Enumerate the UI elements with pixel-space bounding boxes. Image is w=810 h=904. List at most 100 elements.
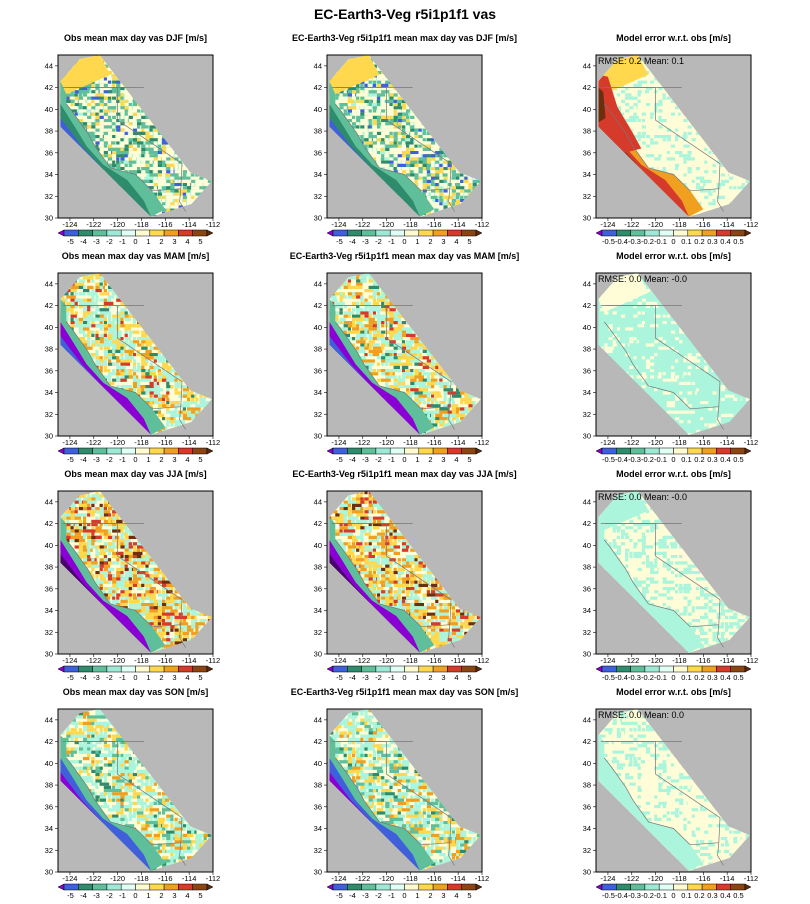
field-cell: [658, 164, 661, 167]
field-cell: [646, 161, 656, 164]
y-tick-label: 34: [45, 170, 53, 179]
map-panel: -124-122-120-118-116-114-112444240383634…: [58, 55, 213, 218]
field-cell: [116, 161, 119, 164]
field-cell: [435, 199, 438, 202]
field-cell: [369, 151, 379, 154]
field-cell: [671, 148, 674, 151]
field-cell: [621, 93, 624, 96]
field-cell: [642, 135, 645, 138]
field-cell: [369, 81, 372, 84]
field-cell: [704, 148, 707, 151]
field-cell: [133, 157, 136, 160]
field-cell: [460, 189, 463, 192]
field-cell: [137, 138, 140, 141]
field-cell: [364, 125, 367, 128]
field-cell: [675, 138, 678, 141]
field-cell: [175, 193, 178, 196]
field-cell: [360, 90, 363, 93]
colorbar-label: -2: [375, 237, 382, 246]
colorbar-swatch: [362, 230, 376, 236]
field-cell: [427, 186, 430, 189]
field-cell: [414, 132, 417, 135]
field-cell: [137, 141, 143, 144]
field-cell: [191, 183, 194, 186]
field-cell: [663, 97, 666, 100]
field-cell: [700, 167, 710, 170]
field-cell: [352, 116, 355, 119]
field-cell: [654, 81, 657, 84]
field-cell: [683, 151, 686, 154]
field-cell: [175, 180, 178, 183]
field-cell: [642, 116, 645, 119]
field-cell: [663, 93, 666, 96]
colorbar-label: 4: [185, 237, 189, 246]
field-cell: [650, 97, 653, 100]
field-cell: [162, 173, 165, 176]
field-cell: [150, 132, 153, 135]
field-cell: [104, 122, 107, 125]
field-cell: [427, 196, 430, 199]
field-cell: [137, 145, 140, 148]
field-cell: [154, 141, 157, 144]
field-cell: [187, 193, 190, 196]
field-cell: [427, 157, 430, 160]
field-cell: [137, 113, 140, 116]
field-cell: [394, 109, 397, 112]
field-cell: [464, 189, 470, 192]
field-cell: [377, 151, 380, 154]
field-cell: [410, 177, 413, 180]
colorbar-label: 3: [441, 237, 445, 246]
field-cell: [158, 196, 161, 199]
field-cell: [439, 196, 442, 199]
field-cell: [377, 100, 380, 103]
field-cell: [377, 113, 380, 116]
field-cell: [654, 141, 657, 144]
field-cell: [150, 164, 153, 167]
field-cell: [642, 90, 645, 93]
field-cell: [75, 100, 78, 103]
field-cell: [658, 113, 661, 116]
x-tick-label: -112: [206, 220, 220, 229]
field-cell: [406, 148, 409, 151]
field-cell: [460, 177, 463, 180]
field-cell: [444, 180, 447, 183]
colorbar-min-arrow: [327, 230, 333, 236]
field-cell: [398, 164, 408, 167]
field-cell: [356, 100, 359, 103]
field-cell: [439, 161, 442, 164]
field-cell: [650, 138, 653, 141]
field-cell: [398, 103, 401, 106]
field-cell: [410, 170, 413, 173]
x-tick-label: -116: [158, 220, 172, 229]
field-cell: [671, 109, 674, 112]
field-cell: [394, 167, 397, 170]
field-cell: [369, 148, 372, 151]
field-cell: [112, 122, 115, 125]
field-cell: [104, 93, 114, 96]
field-cell: [150, 129, 153, 132]
field-cell: [175, 202, 178, 205]
field-cell: [179, 164, 182, 167]
field-cell: [679, 151, 682, 154]
field-cell: [125, 154, 128, 157]
field-cell: [406, 170, 409, 173]
field-cell: [158, 138, 161, 141]
field-cell: [108, 81, 111, 84]
x-tick-label: -114: [451, 220, 465, 229]
field-cell: [389, 103, 392, 106]
field-cell: [377, 157, 380, 160]
colorbar-label: -3: [362, 237, 369, 246]
field-cell: [112, 109, 115, 112]
field-cell: [158, 141, 161, 144]
field-cell: [154, 186, 157, 189]
field-cell: [394, 100, 397, 103]
field-cell: [377, 119, 380, 122]
x-tick-label: -124: [331, 220, 346, 229]
field-cell: [179, 199, 182, 202]
field-cell: [75, 106, 78, 109]
field-cell: [431, 193, 434, 196]
field-cell: [638, 109, 641, 112]
field-cell: [104, 100, 107, 103]
field-cell: [137, 161, 140, 164]
field-cell: [91, 103, 94, 106]
